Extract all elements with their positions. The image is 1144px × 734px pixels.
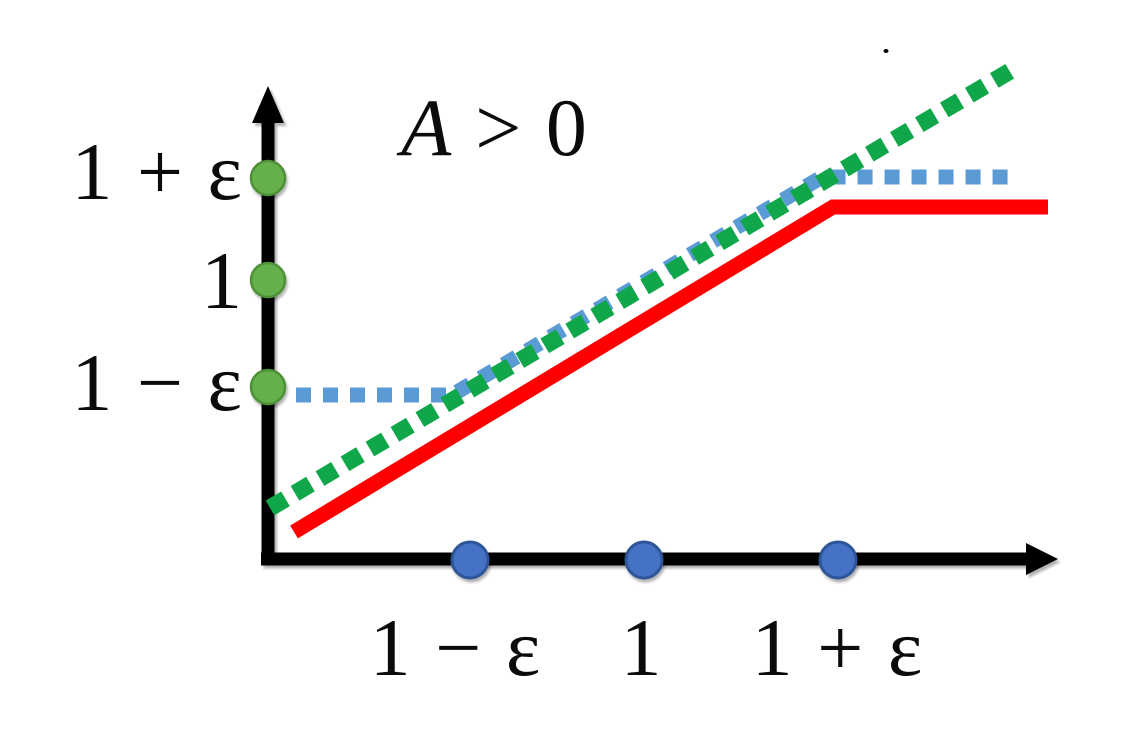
y-axis-arrowhead xyxy=(252,86,284,123)
x-tick-label-1: 1 xyxy=(620,602,664,693)
x-tick-label-1-minus-eps: 1 − ε xyxy=(369,602,543,693)
y-axis-dot xyxy=(249,159,287,197)
y-tick-label-1-minus-eps: 1 − ε xyxy=(71,337,244,428)
x-axis-dots-group xyxy=(450,540,858,580)
y-axis-dot xyxy=(249,368,287,406)
stray-dot xyxy=(883,49,889,53)
chart-title-variable: A xyxy=(401,82,454,173)
x-tick-label-1-plus-eps: 1 + ε xyxy=(751,602,925,693)
chart-title-relation: > 0 xyxy=(475,82,589,173)
y-axis-dots-group xyxy=(249,159,287,406)
y-tick-label-1: 1 xyxy=(201,235,244,326)
x-axis-dot xyxy=(624,540,664,580)
chart-title: A > 0 xyxy=(345,74,645,182)
blue-clamped-dotted-line xyxy=(296,169,1013,403)
x-axis-dot xyxy=(818,540,858,580)
red-clipped-solid-line xyxy=(290,199,1048,539)
y-axis-dot xyxy=(249,261,287,299)
x-axis-dot xyxy=(450,540,490,580)
x-axis-arrowhead xyxy=(1026,543,1058,575)
y-tick-label-1-plus-eps: 1 + ε xyxy=(71,126,244,217)
